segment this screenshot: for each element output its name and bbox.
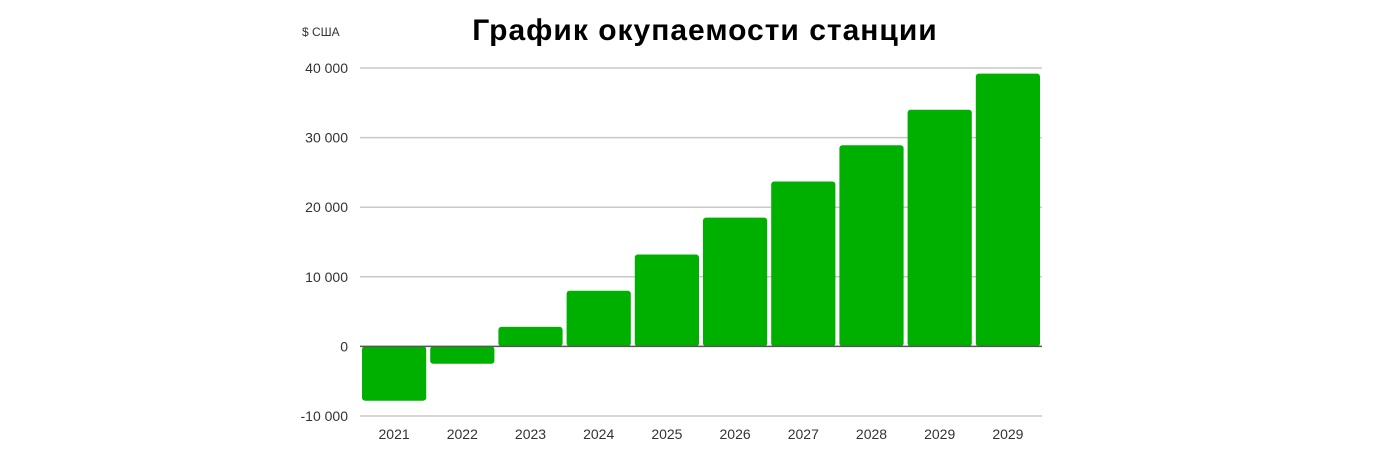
x-tick-label: 2021 [379, 426, 410, 442]
bar [975, 73, 1040, 347]
x-tick-label: 2029 [992, 426, 1023, 442]
y-tick-label: 30 000 [305, 130, 348, 146]
bar [498, 326, 563, 347]
bar [430, 346, 495, 364]
y-tick-label: 20 000 [305, 199, 348, 215]
bar [362, 346, 427, 401]
x-tick-label: 2029 [924, 426, 955, 442]
y-tick-label: 0 [340, 338, 348, 354]
x-tick-label: 2026 [720, 426, 751, 442]
x-tick-label: 2027 [788, 426, 819, 442]
y-axis-label: $ США [302, 25, 340, 39]
y-tick-label: 10 000 [305, 269, 348, 285]
bar [907, 109, 972, 347]
x-tick-label: 2024 [583, 426, 614, 442]
x-tick-label: 2028 [856, 426, 887, 442]
x-tick-label: 2023 [515, 426, 546, 442]
x-tick-label: 2025 [651, 426, 682, 442]
bar [839, 145, 904, 347]
bar [771, 181, 836, 347]
bar [703, 217, 768, 347]
y-tick-label: -10 000 [301, 408, 349, 424]
y-tick-label: 40 000 [305, 60, 348, 76]
chart-title: График окупаемости станции [472, 14, 938, 47]
bar [634, 254, 699, 347]
bar [566, 290, 631, 347]
x-tick-label: 2022 [447, 426, 478, 442]
